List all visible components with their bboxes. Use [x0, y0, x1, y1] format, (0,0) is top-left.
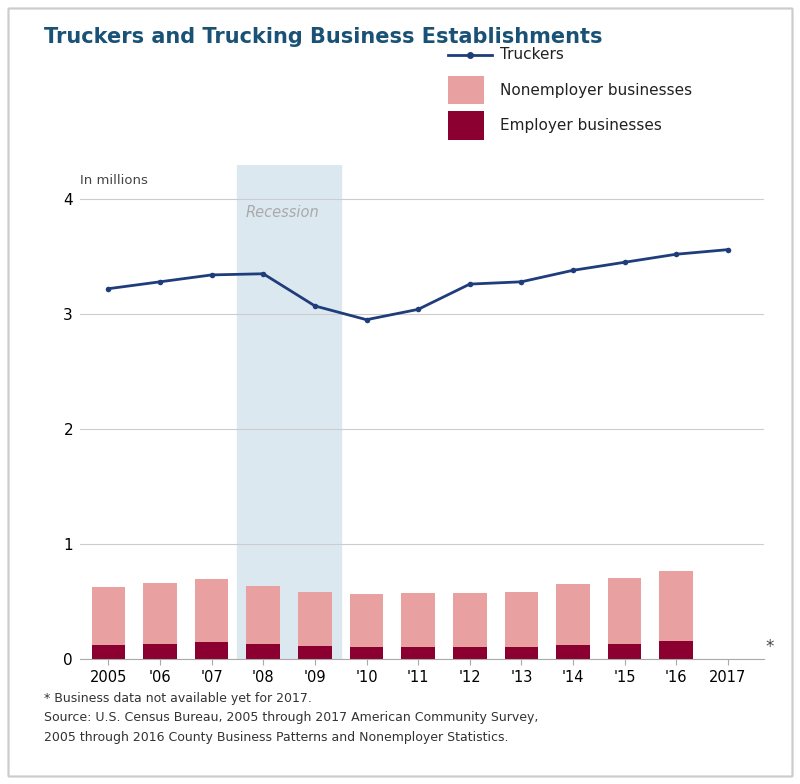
- Bar: [298, 592, 332, 646]
- Text: Employer businesses: Employer businesses: [500, 118, 662, 133]
- Bar: [505, 592, 538, 647]
- Bar: [659, 641, 693, 659]
- Text: * Business data not available yet for 2017.: * Business data not available yet for 20…: [44, 691, 312, 705]
- Text: 2005 through 2016 County Business Patterns and Nonemployer Statistics.: 2005 through 2016 County Business Patter…: [44, 731, 509, 744]
- Bar: [92, 644, 125, 659]
- Bar: [505, 647, 538, 659]
- Bar: [143, 644, 177, 659]
- Bar: [350, 594, 383, 647]
- Bar: [195, 642, 229, 659]
- Bar: [453, 593, 486, 647]
- Bar: [92, 587, 125, 644]
- Bar: [402, 647, 435, 659]
- Bar: [246, 586, 280, 644]
- Bar: [298, 646, 332, 659]
- Bar: [402, 593, 435, 647]
- Bar: [453, 647, 486, 659]
- Text: Truckers and Trucking Business Establishments: Truckers and Trucking Business Establish…: [44, 27, 602, 48]
- Text: In millions: In millions: [80, 174, 148, 187]
- Bar: [608, 644, 642, 659]
- Bar: [556, 644, 590, 659]
- Bar: [659, 572, 693, 641]
- Bar: [195, 579, 229, 642]
- Text: Nonemployer businesses: Nonemployer businesses: [500, 82, 692, 98]
- Bar: [350, 647, 383, 659]
- Bar: [556, 584, 590, 644]
- Text: Truckers: Truckers: [500, 47, 564, 63]
- Bar: [238, 165, 341, 659]
- Text: Source: U.S. Census Bureau, 2005 through 2017 American Community Survey,: Source: U.S. Census Bureau, 2005 through…: [44, 711, 538, 724]
- Text: Recession: Recession: [245, 205, 319, 220]
- Bar: [246, 644, 280, 659]
- Bar: [608, 578, 642, 644]
- Text: *: *: [765, 638, 774, 656]
- Bar: [143, 583, 177, 644]
